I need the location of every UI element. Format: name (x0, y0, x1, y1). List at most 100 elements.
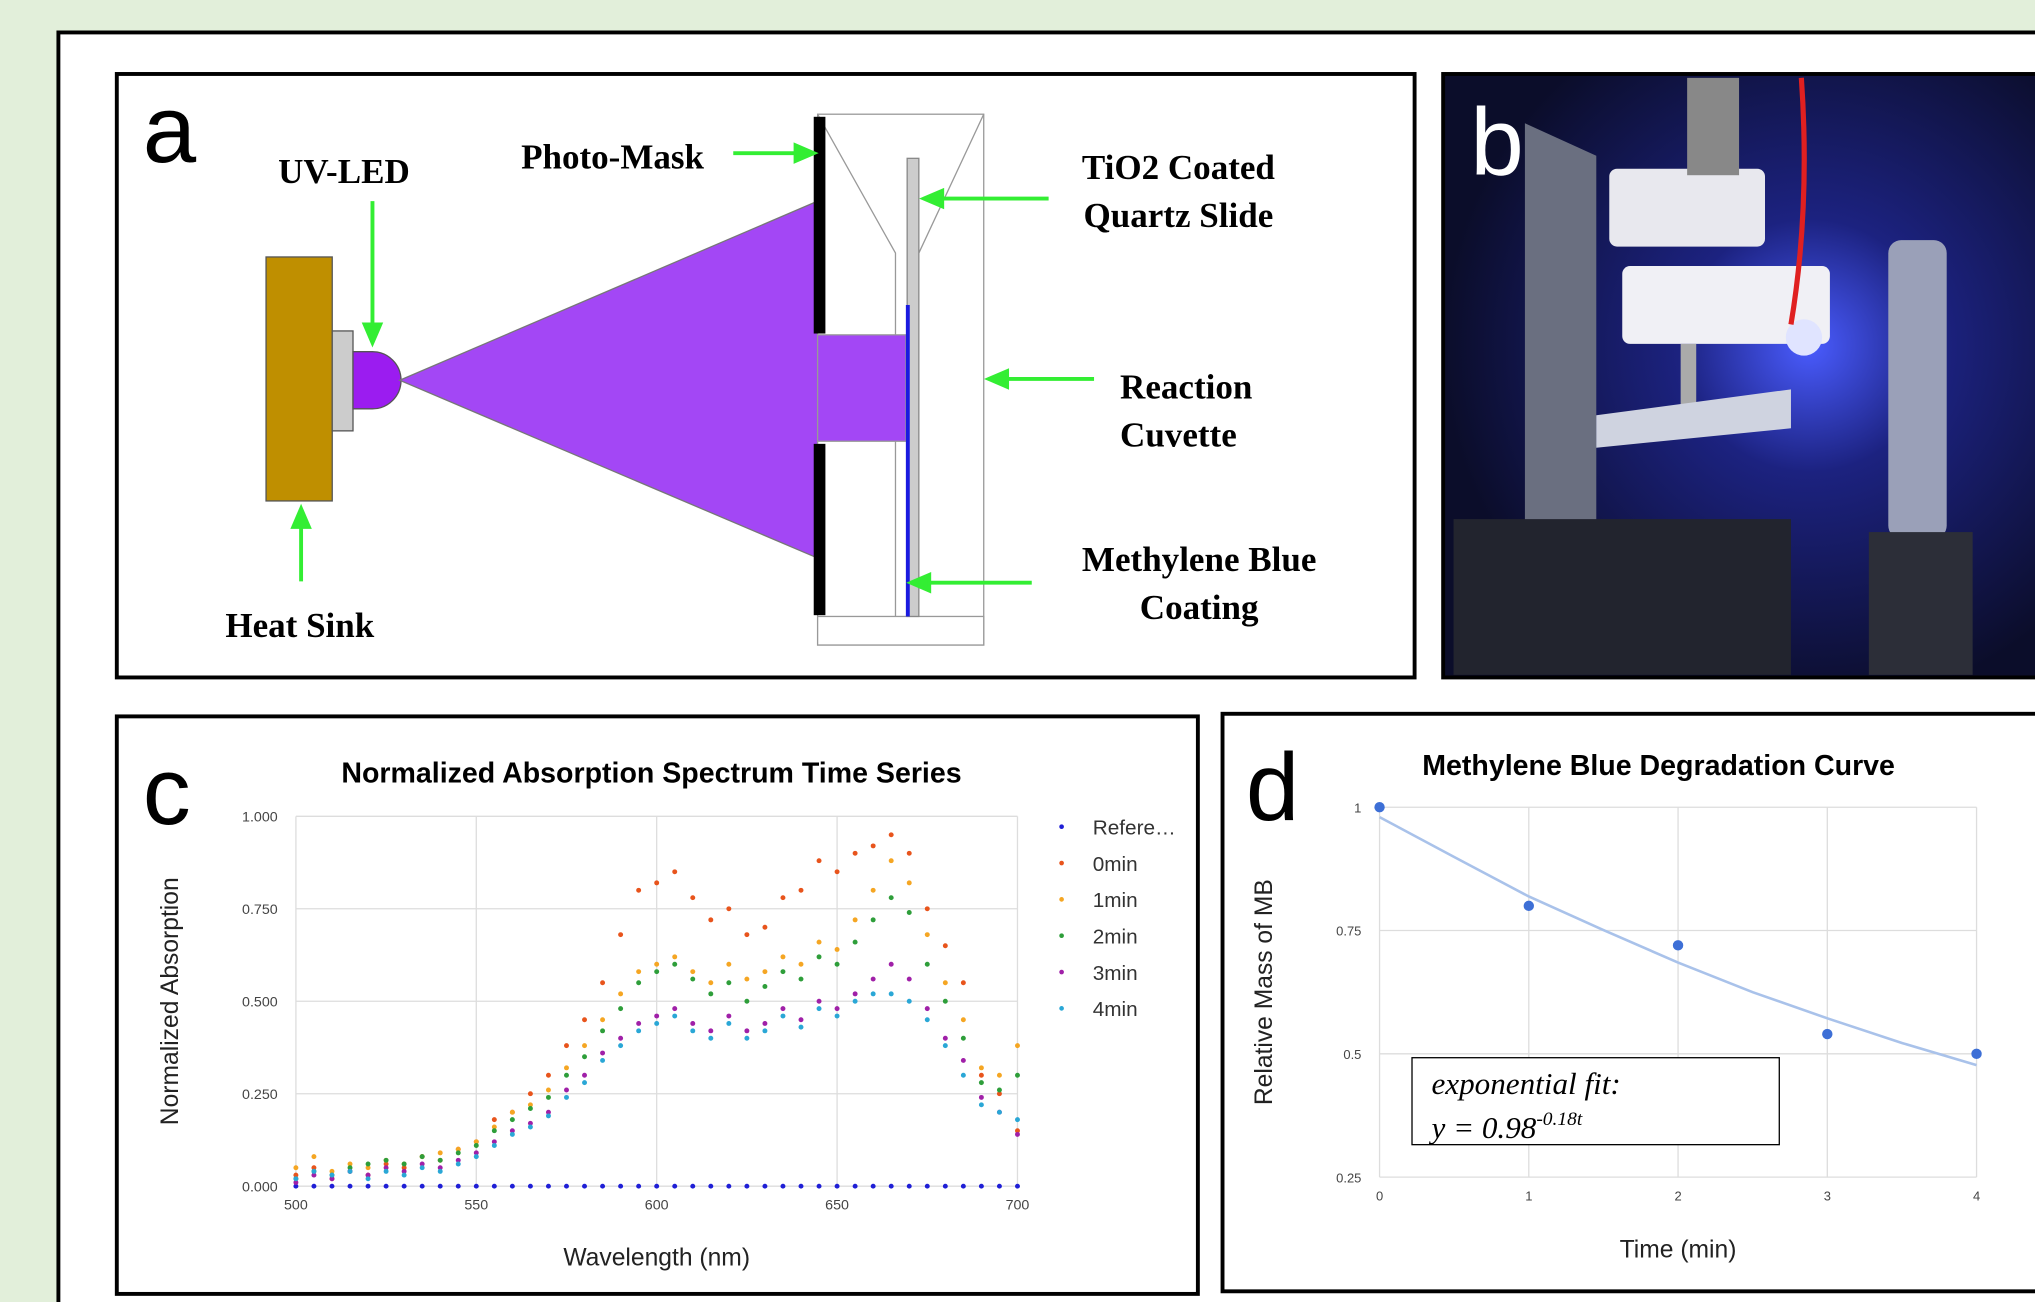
point (924, 906, 930, 912)
point (419, 1161, 425, 1167)
point (852, 998, 858, 1004)
point (311, 1154, 317, 1160)
point (834, 947, 840, 952)
point (960, 980, 966, 986)
point (419, 1165, 425, 1171)
point (582, 1080, 587, 1086)
point (491, 1139, 497, 1145)
point (978, 1065, 984, 1071)
point (455, 1150, 461, 1156)
point (618, 1035, 624, 1041)
point (942, 998, 948, 1004)
point (509, 1117, 515, 1123)
point (762, 1020, 768, 1026)
chart: Normalized Absorption Spectrum Time Seri… (157, 758, 1176, 1272)
point (942, 943, 948, 949)
point (654, 1013, 660, 1019)
point (347, 1165, 353, 1171)
point (527, 1102, 533, 1108)
y-axis-label: Relative Mass of MB (1251, 879, 1278, 1105)
point (564, 1094, 569, 1100)
point (888, 961, 894, 967)
legend-label: 0min (1093, 853, 1138, 876)
point (1822, 1028, 1833, 1040)
point (690, 1020, 696, 1026)
point (852, 1183, 858, 1189)
point (978, 1080, 984, 1086)
cuvette-base (816, 615, 985, 646)
point (473, 1183, 479, 1189)
point (437, 1183, 443, 1189)
point (960, 1057, 966, 1063)
point (798, 887, 804, 893)
point (455, 1157, 461, 1163)
point (293, 1172, 299, 1178)
point (564, 1043, 569, 1049)
point (834, 1183, 840, 1189)
y-tick-label: 0.75 (1336, 924, 1361, 939)
legend-marker (1059, 969, 1064, 975)
panel-letter: a (143, 76, 197, 183)
point (473, 1154, 479, 1160)
mask (813, 116, 826, 334)
point (347, 1183, 353, 1189)
point (365, 1176, 371, 1182)
point (744, 976, 750, 982)
point (708, 991, 714, 997)
point (726, 961, 732, 967)
point (365, 1172, 371, 1178)
mb-coating (905, 304, 910, 617)
point (690, 895, 696, 901)
legend-label: 1min (1093, 889, 1138, 912)
point (816, 1183, 822, 1189)
point (942, 1183, 948, 1189)
point (888, 991, 894, 997)
point (726, 980, 732, 986)
point (654, 969, 660, 975)
point (708, 980, 714, 986)
point (798, 1017, 804, 1023)
point (618, 932, 624, 938)
point (780, 969, 786, 975)
point (329, 1183, 335, 1189)
point (1015, 1072, 1020, 1078)
point (636, 969, 642, 975)
point (762, 969, 768, 975)
x-tick-label: 1 (1525, 1188, 1532, 1203)
point (600, 1183, 606, 1189)
point (744, 1035, 750, 1041)
legend-label: 4min (1093, 998, 1138, 1021)
point (654, 1020, 660, 1026)
point (455, 1146, 461, 1152)
point (906, 1183, 912, 1189)
point (564, 1065, 569, 1071)
point (762, 1183, 768, 1189)
point (762, 983, 768, 989)
x-tick-label: 3 (1824, 1188, 1831, 1203)
point (401, 1183, 407, 1189)
point (383, 1157, 389, 1163)
point (870, 976, 876, 982)
point (978, 1072, 984, 1078)
mask (813, 443, 826, 616)
point (293, 1183, 299, 1189)
point (834, 869, 840, 875)
point (618, 991, 624, 997)
y-tick-label: 0.25 (1336, 1170, 1361, 1185)
point (978, 1094, 984, 1100)
point (636, 1028, 642, 1034)
point (545, 1113, 551, 1119)
point (600, 1057, 606, 1063)
point (852, 939, 858, 945)
chart: Methylene Blue Degradation Curve Time (mi… (1251, 750, 1982, 1264)
label: Reaction (1120, 367, 1252, 406)
point (942, 980, 948, 986)
point (834, 961, 840, 967)
point (816, 939, 822, 945)
point (600, 980, 606, 986)
point (690, 969, 696, 975)
led (352, 351, 402, 410)
label: Cuvette (1120, 415, 1237, 454)
point (726, 906, 732, 912)
